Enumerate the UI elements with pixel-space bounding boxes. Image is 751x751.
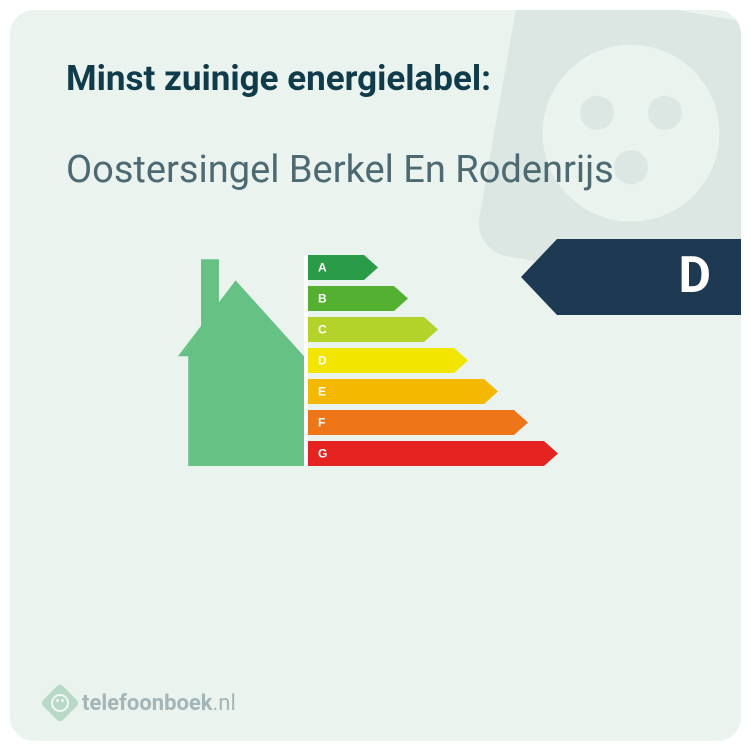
energy-bar-label: C: [318, 322, 327, 336]
footer-brand-tld: .nl: [213, 691, 236, 716]
energy-bar-label: B: [318, 291, 327, 305]
chart-divider: [304, 255, 308, 466]
energy-bar-label: A: [318, 260, 327, 274]
rating-letter: D: [679, 246, 712, 304]
card-title: Minst zuinige energielabel:: [66, 58, 685, 99]
energy-bar-label: D: [318, 353, 327, 367]
energy-bar-g: [308, 441, 558, 466]
footer-brand-text: telefoonboek.nl: [82, 691, 236, 716]
energy-chart-container: ABCDEFG D: [66, 235, 685, 515]
energy-bar-label: E: [318, 384, 326, 398]
footer-brand: telefoonboek.nl: [46, 689, 236, 717]
energy-bar-label: F: [318, 415, 325, 429]
energy-bar-e: [308, 379, 498, 404]
house-icon: [178, 259, 304, 466]
card-subtitle: Oostersingel Berkel En Rodenrijs: [66, 147, 685, 195]
energy-bar-c: [308, 317, 438, 342]
info-card: Minst zuinige energielabel: Oostersingel…: [10, 10, 741, 741]
energy-bar-f: [308, 410, 528, 435]
energy-bar-d: [308, 348, 468, 373]
footer-brand-name: telefoonboek: [82, 691, 213, 716]
energy-bar-label: G: [318, 446, 327, 460]
footer-logo-icon: [40, 683, 80, 723]
rating-badge: D: [521, 239, 741, 315]
